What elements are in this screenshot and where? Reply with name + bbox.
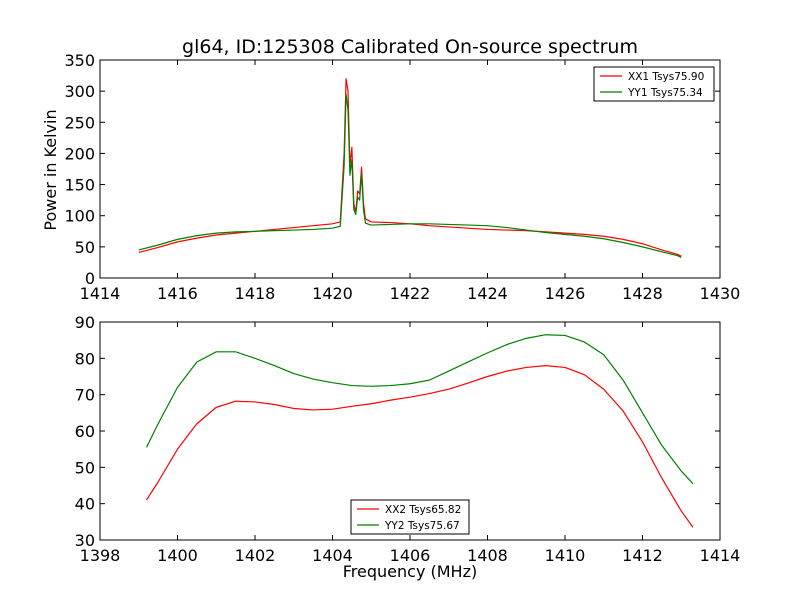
y-tick-label: 100 (64, 207, 95, 226)
x-tick-label: 1404 (312, 546, 353, 565)
legend-label: YY1 Tsys75.34 (627, 87, 703, 99)
y-tick-label: 250 (64, 113, 95, 132)
legend-box (593, 66, 715, 102)
series-line-1 (145, 365, 694, 528)
y-axis-label: Power in Kelvin (41, 109, 60, 230)
y-tick-label: 80 (75, 349, 95, 368)
x-tick-label: 1418 (235, 284, 276, 303)
legend-label: YY2 Tsys75.67 (384, 520, 460, 532)
top-panel: 1414 1416 1418 1420 1422 1424 1426 1428 1430 0 50 1… (64, 51, 740, 303)
y-tick-label: 40 (75, 495, 95, 514)
x-tick-label: 1402 (235, 546, 276, 565)
bottom-panel: 1398 1400 1402 1404 1406 1408 1410 1412 1414 30 40… (75, 313, 741, 565)
x-tick-label: 1422 (390, 284, 431, 303)
x-tick-label: 1400 (157, 546, 198, 565)
y-tick-label: 70 (75, 386, 95, 405)
x-tick-label: 1412 (622, 546, 663, 565)
legend-label: XX1 Tsys75.90 (628, 71, 704, 83)
x-tick-label: 1428 (622, 284, 663, 303)
x-tick-label: 1408 (467, 546, 508, 565)
y-tick-label: 150 (64, 176, 95, 195)
x-axis-label: Frequency (MHz) (343, 562, 477, 581)
x-tick-label: 1414 (700, 546, 741, 565)
y-tick-label: 300 (64, 82, 95, 101)
y-tick-label: 50 (75, 458, 95, 477)
legend-box (350, 499, 470, 535)
x-tick-label: 1416 (157, 284, 198, 303)
x-tick-label: 1426 (545, 284, 586, 303)
series-line-2 (138, 93, 682, 258)
legend-label: XX2 Tsys65.82 (385, 504, 461, 516)
y-tick-label: 200 (64, 144, 95, 163)
legend: XX1 Tsys75.90 YY1 Tsys75.34 (593, 66, 715, 102)
legend: XX2 Tsys65.82 YY2 Tsys75.67 (350, 499, 470, 535)
y-tick-label: 30 (75, 531, 95, 550)
x-tick-label: 1424 (467, 284, 508, 303)
x-tick-label: 1430 (700, 284, 741, 303)
chart-title: gl64, ID:125308 Calibrated On-source spe… (182, 36, 638, 58)
y-tick-label: 0 (85, 269, 95, 288)
y-tick-label: 350 (64, 51, 95, 70)
x-tick-label: 1398 (80, 546, 121, 565)
x-tick-label: 1410 (545, 546, 586, 565)
x-tick-label: 1414 (80, 284, 121, 303)
y-tick-label: 50 (75, 238, 95, 257)
y-tick-label: 90 (75, 313, 95, 332)
series-line-2 (145, 334, 694, 485)
x-tick-label: 1420 (312, 284, 353, 303)
y-tick-label: 60 (75, 422, 95, 441)
x-tick-label: 1406 (390, 546, 431, 565)
